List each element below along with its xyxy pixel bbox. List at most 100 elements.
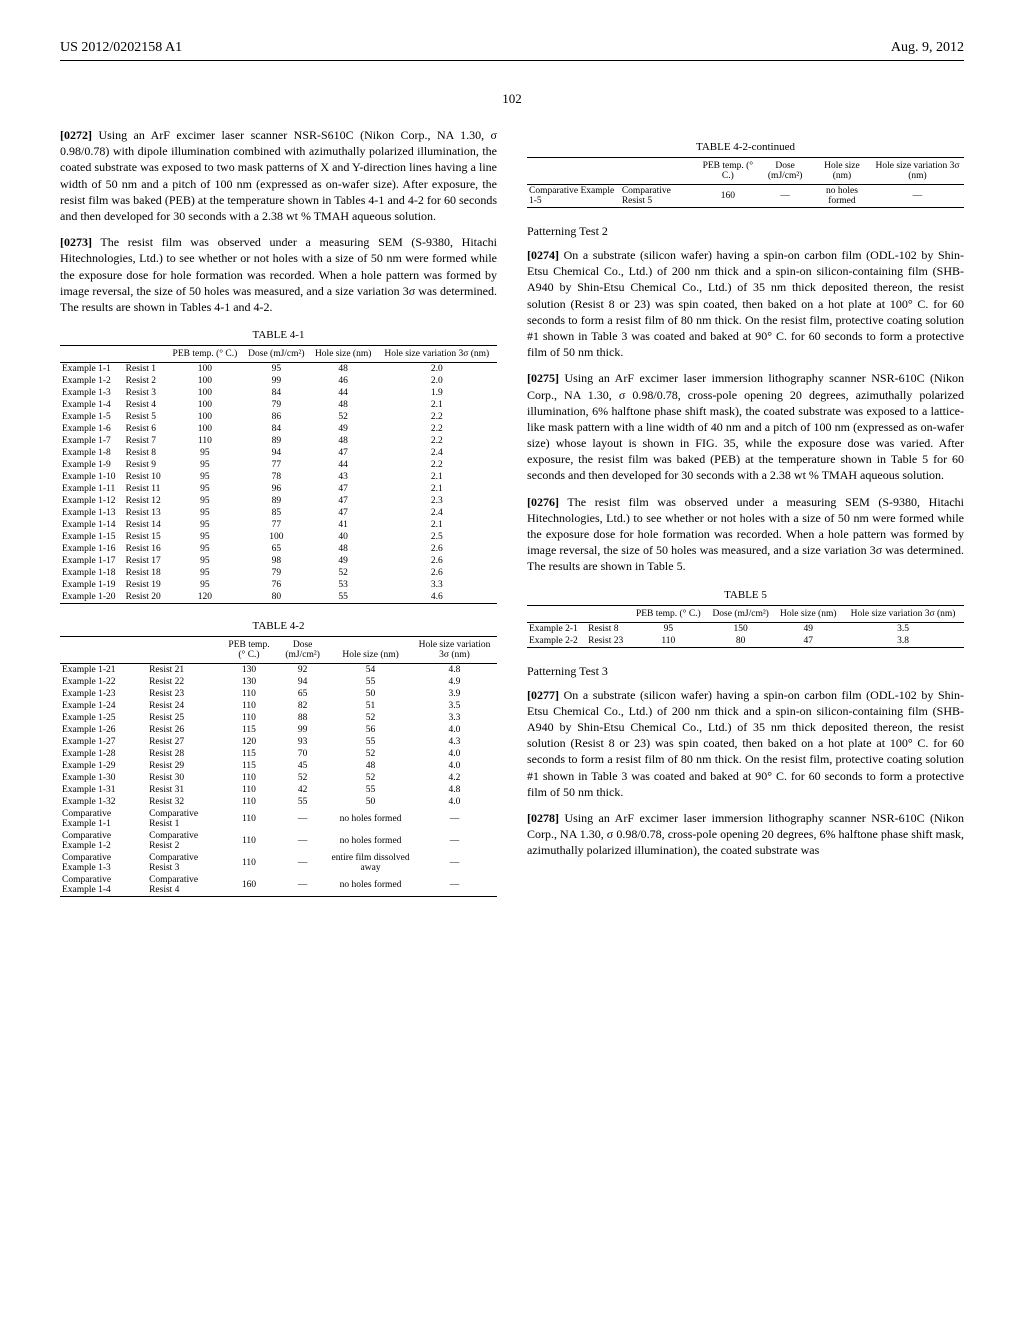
table-cell: — — [757, 185, 813, 208]
para-0278: [0278] Using an ArF excimer laser immers… — [527, 810, 964, 859]
column-header: Dose (mJ/cm²) — [757, 158, 813, 185]
table-cell: Resist 3 — [124, 387, 167, 399]
table-cell: 2.2 — [377, 435, 497, 447]
table-cell: 52 — [329, 772, 412, 784]
table-cell: Example 2-2 — [527, 635, 586, 648]
table-cell: Example 1-18 — [60, 567, 124, 579]
table-cell: 110 — [222, 830, 276, 852]
table-cell: 100 — [243, 531, 310, 543]
table-cell: 82 — [276, 700, 329, 712]
table-4-2-continued: PEB temp. (° C.)Dose (mJ/cm²)Hole size (… — [527, 157, 964, 208]
table-cell: 96 — [243, 483, 310, 495]
table-cell: 2.4 — [377, 507, 497, 519]
table-cell: 110 — [167, 435, 243, 447]
column-header: Hole size variation 3σ (nm) — [412, 637, 497, 664]
para-0274: [0274] On a substrate (silicon wafer) ha… — [527, 247, 964, 360]
table-cell: 46 — [310, 375, 377, 387]
table-cell: Comparative Example 1-5 — [527, 185, 620, 208]
table-row: Comparative Example 1-1Comparative Resis… — [60, 808, 497, 830]
doc-id: US 2012/0202158 A1 — [60, 40, 182, 56]
table-cell: Comparative Resist 4 — [147, 874, 222, 897]
table-row: Example 1-25Resist 2511088523.3 — [60, 712, 497, 724]
table-cell: Resist 2 — [124, 375, 167, 387]
table-cell: 95 — [167, 459, 243, 471]
table-cell: Resist 21 — [147, 664, 222, 677]
table-cell: Resist 9 — [124, 459, 167, 471]
table-cell: Comparative Example 1-1 — [60, 808, 147, 830]
table-row: Example 1-27Resist 2712093554.3 — [60, 736, 497, 748]
column-header: PEB temp. (° C.) — [630, 605, 707, 622]
table-cell: Resist 31 — [147, 784, 222, 796]
para-text: On a substrate (silicon wafer) having a … — [527, 688, 964, 799]
table-cell: 3.5 — [842, 622, 964, 635]
table-cell: 110 — [222, 772, 276, 784]
table-cell: Resist 16 — [124, 543, 167, 555]
table-cell: 2.0 — [377, 375, 497, 387]
table-cell: Example 1-6 — [60, 423, 124, 435]
table-cell: Comparative Example 1-2 — [60, 830, 147, 852]
table-cell: Comparative Resist 5 — [620, 185, 698, 208]
table-cell: 92 — [276, 664, 329, 677]
table-cell: 120 — [222, 736, 276, 748]
table-cell: 2.1 — [377, 399, 497, 411]
table-cell: entire film dissolved away — [329, 852, 412, 874]
table-cell: 95 — [167, 543, 243, 555]
table-cell: 110 — [222, 796, 276, 808]
table-cell: 110 — [222, 712, 276, 724]
table-cell: 50 — [329, 688, 412, 700]
table-cell: 95 — [167, 567, 243, 579]
table-row: Comparative Example 1-4Comparative Resis… — [60, 874, 497, 897]
table-cell: Resist 18 — [124, 567, 167, 579]
table-cell: Resist 28 — [147, 748, 222, 760]
table-row: Example 1-11Resist 119596472.1 — [60, 483, 497, 495]
table-cell: 100 — [167, 387, 243, 399]
table-row: Example 1-6Resist 610084492.2 — [60, 423, 497, 435]
table-cell: 2.4 — [377, 447, 497, 459]
table-4-2-title: TABLE 4-2 — [60, 620, 497, 632]
column-header: PEB temp. (° C.) — [222, 637, 276, 664]
table-cell: 54 — [329, 664, 412, 677]
table-4-1: PEB temp. (° C.)Dose (mJ/cm²)Hole size (… — [60, 345, 497, 604]
table-cell: 80 — [707, 635, 775, 648]
table-row: Example 1-22Resist 2213094554.9 — [60, 676, 497, 688]
table-row: Example 1-23Resist 2311065503.9 — [60, 688, 497, 700]
para-num: [0272] — [60, 128, 92, 142]
table-row: Example 1-14Resist 149577412.1 — [60, 519, 497, 531]
column-header: Hole size (nm) — [813, 158, 871, 185]
table-5-title: TABLE 5 — [527, 589, 964, 601]
table-cell: Example 1-4 — [60, 399, 124, 411]
table-cell: 93 — [276, 736, 329, 748]
para-text: Using an ArF excimer laser scanner NSR-S… — [60, 128, 497, 223]
table-row: Example 1-4Resist 410079482.1 — [60, 399, 497, 411]
table-cell: — — [412, 852, 497, 874]
table-cell: 85 — [243, 507, 310, 519]
table-cell: Example 1-8 — [60, 447, 124, 459]
table-cell: Comparative Resist 2 — [147, 830, 222, 852]
para-num: [0273] — [60, 235, 92, 249]
table-cell: 56 — [329, 724, 412, 736]
table-cell: Resist 20 — [124, 591, 167, 604]
table-cell: Example 1-14 — [60, 519, 124, 531]
table-cell: 4.8 — [412, 664, 497, 677]
table-cell: Example 1-3 — [60, 387, 124, 399]
column-header — [620, 158, 698, 185]
table-cell: 4.8 — [412, 784, 497, 796]
table-row: Example 1-17Resist 179598492.6 — [60, 555, 497, 567]
table-row: Example 2-1Resist 895150493.5 — [527, 622, 964, 635]
table-cell: Resist 8 — [586, 622, 630, 635]
table-cell: Comparative Example 1-3 — [60, 852, 147, 874]
para-0276: [0276] The resist film was observed unde… — [527, 494, 964, 575]
table-cell: 2.6 — [377, 567, 497, 579]
table-cell: Comparative Resist 3 — [147, 852, 222, 874]
table-cell: no holes formed — [813, 185, 871, 208]
table-cell: 95 — [167, 495, 243, 507]
table-cell: 98 — [243, 555, 310, 567]
table-cell: 130 — [222, 664, 276, 677]
table-cell: 45 — [276, 760, 329, 772]
page-number: 102 — [60, 91, 964, 107]
table-cell: Example 1-24 — [60, 700, 147, 712]
table-cell: 160 — [222, 874, 276, 897]
table-cell: 2.6 — [377, 543, 497, 555]
table-cell: 2.1 — [377, 471, 497, 483]
table-cell: Resist 10 — [124, 471, 167, 483]
